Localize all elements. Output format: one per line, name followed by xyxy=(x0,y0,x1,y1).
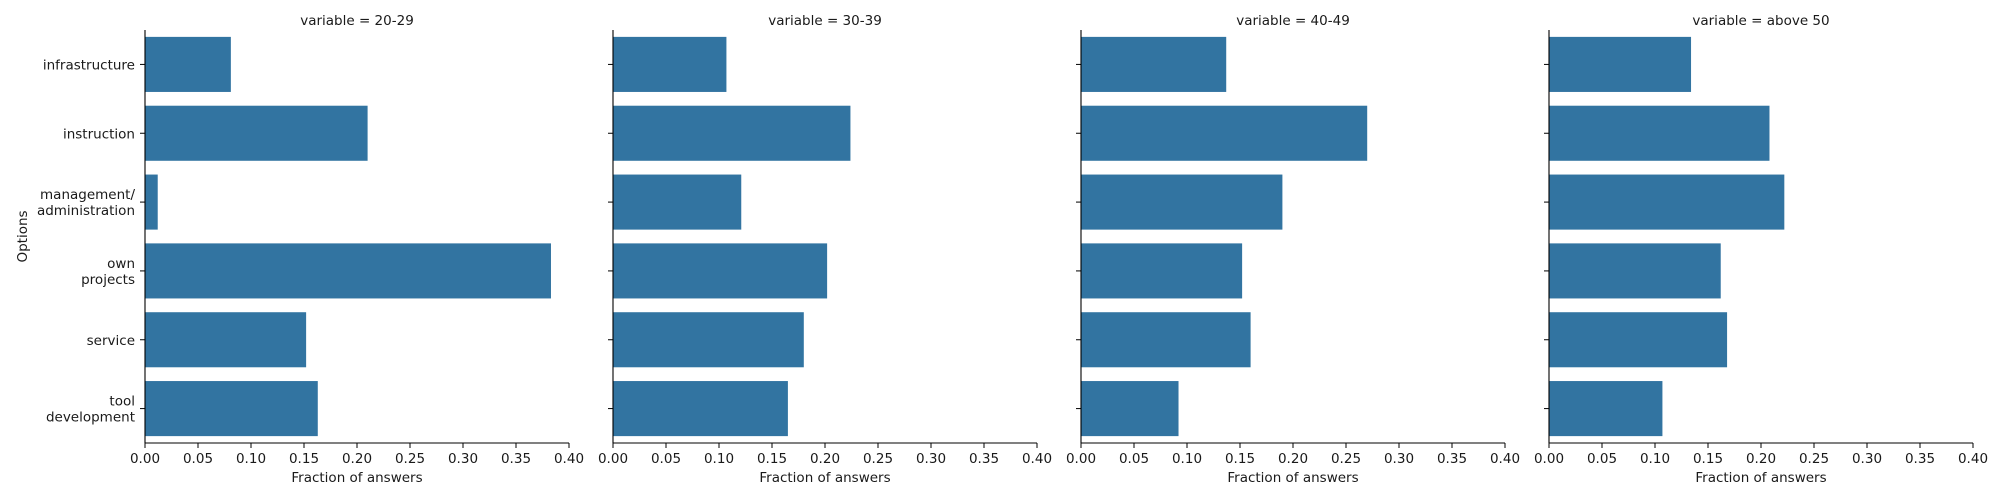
bar xyxy=(145,243,551,299)
bar xyxy=(1081,36,1227,92)
x-tick-label: 0.05 xyxy=(651,451,681,467)
facet-panel-3: variable = 40-49 0.00 0.05 0.10 0.15 0.20 0.25… xyxy=(1066,13,1520,486)
x-tick-label: 0.00 xyxy=(1534,451,1564,467)
bar xyxy=(613,36,727,92)
bar xyxy=(1549,243,1721,299)
y-tick-label-line: management/ xyxy=(40,187,135,203)
x-tick-label: 0.25 xyxy=(395,451,425,467)
bar xyxy=(613,243,828,299)
x-tick-label: 0.35 xyxy=(501,451,531,467)
y-axis-label: Options xyxy=(15,210,31,262)
bar xyxy=(145,312,307,368)
x-tick-label: 0.05 xyxy=(1587,451,1617,467)
bar xyxy=(1081,312,1251,368)
x-tick-label: 0.30 xyxy=(1384,451,1414,467)
x-tick-label: 0.15 xyxy=(1225,451,1255,467)
bar xyxy=(1549,312,1728,368)
x-axis-label: Fraction of answers xyxy=(291,470,422,486)
x-tick-label: 0.15 xyxy=(757,451,787,467)
x-tick-label: 0.00 xyxy=(130,451,160,467)
x-tick-label: 0.25 xyxy=(1331,451,1361,467)
x-tick-label: 0.35 xyxy=(1905,451,1935,467)
bar xyxy=(1549,105,1770,161)
x-tick-label: 0.40 xyxy=(1022,451,1052,467)
bar xyxy=(613,381,788,437)
x-tick-label: 0.20 xyxy=(342,451,372,467)
x-tick-label: 0.10 xyxy=(236,451,266,467)
x-tick-label: 0.10 xyxy=(704,451,734,467)
x-tick-label: 0.30 xyxy=(916,451,946,467)
y-tick-label: tool development xyxy=(46,394,135,426)
bar xyxy=(145,36,231,92)
x-tick-label: 0.30 xyxy=(448,451,478,467)
y-tick-label: management/administration xyxy=(37,187,136,219)
x-tick-label: 0.05 xyxy=(1119,451,1149,467)
x-tick-label: 0.40 xyxy=(1958,451,1988,467)
y-tick-label: instruction xyxy=(63,126,135,142)
x-axis-label: Fraction of answers xyxy=(759,470,890,486)
bar xyxy=(1549,36,1692,92)
x-tick-label: 0.25 xyxy=(1799,451,1829,467)
bar xyxy=(1549,381,1663,437)
x-tick-label: 0.15 xyxy=(1693,451,1723,467)
y-tick-label-line: projects xyxy=(81,272,135,288)
x-tick-label: 0.35 xyxy=(969,451,999,467)
y-tick-label-line: instruction xyxy=(63,126,135,142)
bar xyxy=(1081,381,1179,437)
x-tick-label: 0.25 xyxy=(863,451,893,467)
bar xyxy=(613,105,851,161)
bar xyxy=(145,105,368,161)
facet-title: variable = 30-39 xyxy=(768,13,882,29)
x-axis-label: Fraction of answers xyxy=(1695,470,1826,486)
x-tick-label: 0.00 xyxy=(1066,451,1096,467)
x-tick-label: 0.10 xyxy=(1172,451,1202,467)
x-tick-label: 0.20 xyxy=(810,451,840,467)
bar xyxy=(613,174,742,230)
y-tick-label-line: tool xyxy=(109,394,135,410)
bar xyxy=(145,381,318,437)
facet-panel-4: variable = above 50 0.00 0.05 0.10 0.15 0.20 0… xyxy=(1534,13,1988,486)
x-tick-label: 0.10 xyxy=(1640,451,1670,467)
facet-title: variable = above 50 xyxy=(1692,13,1829,29)
x-tick-label: 0.40 xyxy=(1490,451,1520,467)
x-tick-label: 0.35 xyxy=(1437,451,1467,467)
facet-title: variable = 20-29 xyxy=(300,13,414,29)
x-tick-label: 0.05 xyxy=(183,451,213,467)
x-axis-label: Fraction of answers xyxy=(1227,470,1358,486)
y-tick-label: service xyxy=(87,333,135,349)
bar xyxy=(1081,174,1283,230)
x-tick-label: 0.40 xyxy=(554,451,584,467)
bar xyxy=(145,174,158,230)
x-tick-label: 0.15 xyxy=(289,451,319,467)
x-tick-label: 0.00 xyxy=(598,451,628,467)
facet-title: variable = 40-49 xyxy=(1236,13,1350,29)
bar xyxy=(613,312,804,368)
x-tick-label: 0.20 xyxy=(1746,451,1776,467)
facet-panel-1: variable = 20-29 infrastructure instructio… xyxy=(37,13,584,486)
bar xyxy=(1549,174,1785,230)
x-tick-label: 0.30 xyxy=(1852,451,1882,467)
bar xyxy=(1081,105,1368,161)
y-tick-label-line: development xyxy=(46,410,135,426)
y-tick-label-line: infrastructure xyxy=(43,57,135,73)
y-tick-label-line: own xyxy=(107,256,135,272)
y-tick-label: own projects xyxy=(81,256,135,288)
bar xyxy=(1081,243,1243,299)
x-tick-label: 0.20 xyxy=(1278,451,1308,467)
facet-panel-2: variable = 30-39 0.00 0.05 0.10 0.15 0.20 0.25… xyxy=(598,13,1052,486)
y-tick-label: infrastructure xyxy=(43,57,135,73)
y-tick-label-line: administration xyxy=(37,203,135,219)
y-tick-label-line: service xyxy=(87,333,135,349)
